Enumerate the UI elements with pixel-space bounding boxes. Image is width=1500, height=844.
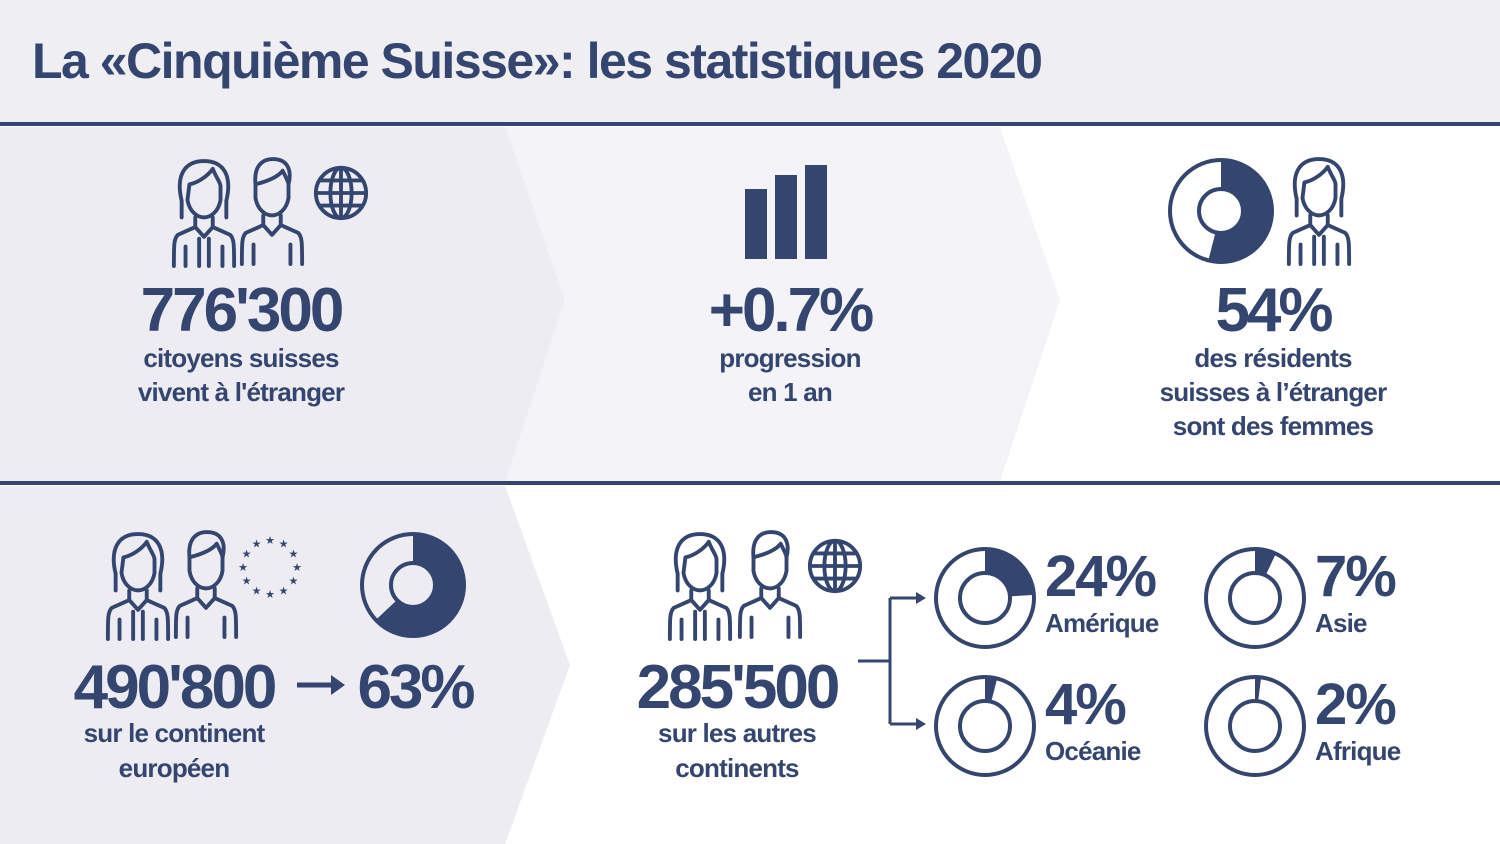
stat-total-value: 776'300 xyxy=(140,276,345,345)
eu-stars-icon: ★ ★★★★★★★★★★★ xyxy=(238,535,302,601)
donut-europe-sector xyxy=(375,534,464,636)
stat-women-line1: des résidents xyxy=(1194,343,1352,373)
divider-top xyxy=(0,122,1500,126)
page-title: La «Cinquième Suisse»: les statistiques … xyxy=(32,33,1043,89)
donut-europe-inner-ring xyxy=(389,561,437,609)
donut-continent-outer-ring xyxy=(934,547,1036,649)
man-icon xyxy=(172,528,240,640)
stat-women-line2: suisses à l’étranger xyxy=(1159,377,1388,407)
stat-europe-line1: sur le continent xyxy=(83,718,266,748)
eu-star: ★ xyxy=(252,585,262,597)
donut-women-icon xyxy=(1168,158,1274,264)
donut-continent xyxy=(1204,675,1306,777)
woman-icon xyxy=(104,530,172,642)
eu-star: ★ xyxy=(252,539,262,551)
stat-growth-line1: progression xyxy=(719,343,861,373)
donut-continent-inner-ring xyxy=(1228,699,1282,753)
donut-europe-outer-ring xyxy=(360,532,466,638)
eu-star: ★ xyxy=(292,562,302,574)
globe-icon xyxy=(312,164,370,222)
eu-star: ★ xyxy=(279,539,289,551)
eu-star: ★ xyxy=(288,549,298,561)
donut-continent-outer-ring xyxy=(1204,547,1306,649)
stat-women-value: 54% xyxy=(1215,276,1333,345)
donut-continent-inner-ring xyxy=(1228,571,1282,625)
eu-star: ★ xyxy=(279,585,289,597)
continent-label: Afrique xyxy=(1315,736,1401,766)
bar-chart-icon xyxy=(745,165,827,259)
donut-continent-sector xyxy=(1255,549,1276,576)
arrow-right-icon xyxy=(297,675,345,695)
donut-continent-outer-ring xyxy=(934,675,1036,777)
stat-others-line2: continents xyxy=(675,753,799,783)
donut-women-outer-ring xyxy=(1168,158,1274,264)
divider-middle xyxy=(0,481,1500,485)
stat-growth-line2: en 1 an xyxy=(748,377,833,407)
woman-icon xyxy=(1285,155,1353,267)
stat-europe-value: 490'800 xyxy=(73,653,278,722)
eu-star: ★ xyxy=(242,576,252,588)
donut-europe-icon xyxy=(360,532,466,638)
donut-continent-sector xyxy=(985,677,998,702)
woman-icon xyxy=(666,530,734,642)
continent-percent: 7% xyxy=(1315,544,1397,609)
donut-continent-inner-ring xyxy=(958,699,1012,753)
eu-star: ★ xyxy=(238,562,248,574)
donut-continent-sector xyxy=(1255,677,1262,702)
continent-label: Océanie xyxy=(1045,736,1141,766)
stat-total-line2: vivent à l'étranger xyxy=(137,377,345,407)
woman-icon xyxy=(170,157,238,269)
stat-women-line3: sont des femmes xyxy=(1172,411,1374,441)
continent-percent: 2% xyxy=(1315,672,1397,737)
eu-star: ★ xyxy=(265,535,275,547)
donut-continent xyxy=(934,675,1036,777)
stat-others-value: 285'500 xyxy=(636,653,841,722)
man-icon xyxy=(736,528,804,640)
continent-percent: 24% xyxy=(1045,544,1157,609)
branch-connector xyxy=(858,592,926,730)
stat-others-line1: sur les autres xyxy=(658,718,817,748)
continent-label: Asie xyxy=(1315,608,1368,638)
globe-icon xyxy=(806,537,864,595)
donut-continent-sector xyxy=(985,549,1034,597)
donut-continent-inner-ring xyxy=(958,571,1012,625)
eu-star: ★ xyxy=(288,576,298,588)
stat-europe-share: 63% xyxy=(357,653,475,722)
donut-women-inner-ring xyxy=(1197,187,1245,235)
donut-women-sector xyxy=(1208,160,1272,262)
eu-star: ★ xyxy=(242,549,252,561)
eu-star: ★ xyxy=(265,589,275,601)
continent-label: Amérique xyxy=(1045,608,1159,638)
donut-continent xyxy=(1204,547,1306,649)
stat-europe-line2: européen xyxy=(118,753,230,783)
man-icon xyxy=(238,155,306,267)
stat-growth-value: +0.7% xyxy=(708,276,875,345)
donut-continent xyxy=(934,547,1036,649)
stat-total-line1: citoyens suisses xyxy=(143,343,339,373)
donut-continent-outer-ring xyxy=(1204,675,1306,777)
continent-percent: 4% xyxy=(1045,672,1127,737)
